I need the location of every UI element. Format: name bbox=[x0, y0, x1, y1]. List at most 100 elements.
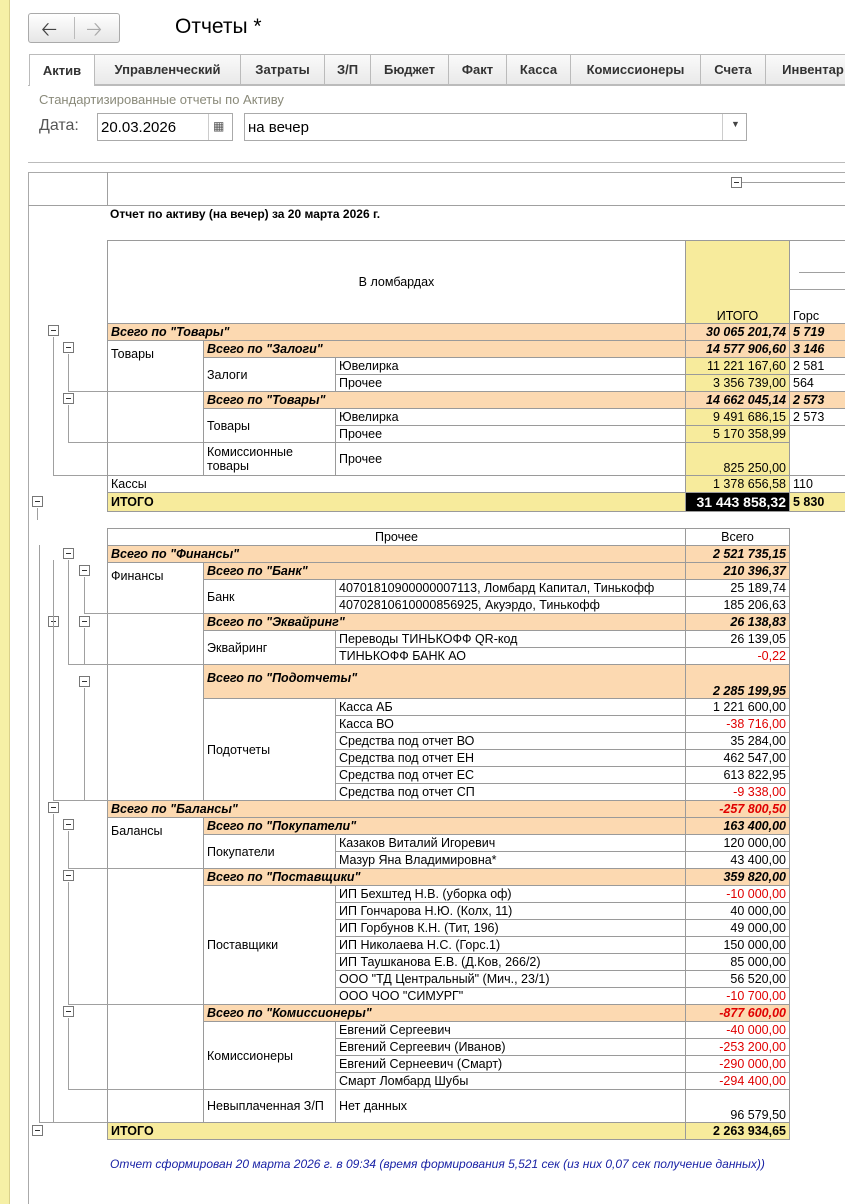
tab[interactable]: Управленческий bbox=[94, 54, 241, 85]
period-select[interactable]: на вечер ▼ bbox=[244, 113, 747, 141]
value-cell: -40 000,00 bbox=[685, 1021, 790, 1039]
collapse-button[interactable] bbox=[731, 177, 742, 188]
value-cell: 120 000,00 bbox=[685, 834, 790, 852]
tab[interactable]: Бюджет bbox=[370, 54, 449, 85]
label-cell: Эквайринг bbox=[203, 630, 336, 665]
side-strip bbox=[0, 0, 10, 1204]
tree-line bbox=[68, 560, 69, 664]
label-cell: Средства под отчет ЕН bbox=[335, 749, 686, 767]
value-cell: 2 581 bbox=[789, 357, 845, 375]
tree-line bbox=[68, 405, 69, 442]
value-cell: 2 573 bbox=[789, 408, 845, 426]
nav-buttons[interactable]: 🡠 🡢 bbox=[28, 13, 120, 43]
value-cell: 185 206,63 bbox=[685, 596, 790, 614]
label-cell: Всего по "Залоги" bbox=[203, 340, 686, 358]
collapse-button[interactable] bbox=[32, 496, 43, 507]
report-title: Отчет по активу (на вечер) за 20 марта 2… bbox=[110, 207, 381, 221]
forward-button[interactable]: 🡢 bbox=[86, 19, 103, 41]
value-cell: 26 139,05 bbox=[685, 630, 790, 648]
collapse-button[interactable] bbox=[63, 819, 74, 830]
collapse-button[interactable] bbox=[63, 870, 74, 881]
label-cell: Всего по "Банк" bbox=[203, 562, 686, 580]
value-cell: 30 065 201,74 bbox=[685, 323, 790, 341]
calendar-icon[interactable]: ▦ bbox=[213, 119, 225, 133]
label-cell: Кассы bbox=[107, 475, 686, 493]
value-cell: -253 200,00 bbox=[685, 1038, 790, 1056]
label-cell: Всего по "Товары" bbox=[107, 323, 686, 341]
value-cell: 825 250,00 bbox=[685, 442, 790, 476]
value-cell: -290 000,00 bbox=[685, 1055, 790, 1073]
tab[interactable]: Затраты bbox=[240, 54, 325, 85]
tree-line bbox=[68, 442, 203, 443]
label-cell: Всего по "Балансы" bbox=[107, 800, 686, 818]
collapse-button[interactable] bbox=[63, 393, 74, 404]
collapse-button[interactable] bbox=[79, 565, 90, 576]
collapse-button[interactable] bbox=[63, 1006, 74, 1017]
label-cell: Товары bbox=[203, 408, 336, 443]
label-cell: Невыплаченная З/П bbox=[203, 1089, 336, 1123]
tab[interactable]: Факт bbox=[448, 54, 507, 85]
label-cell: Поставщики bbox=[203, 885, 336, 1005]
divider bbox=[208, 114, 209, 140]
tree-line bbox=[53, 814, 54, 1122]
frame-line bbox=[742, 182, 845, 183]
tree-line bbox=[53, 560, 54, 800]
value-cell: -294 400,00 bbox=[685, 1072, 790, 1090]
value-cell: -0,22 bbox=[685, 647, 790, 665]
value-cell: -10 700,00 bbox=[685, 987, 790, 1005]
tab[interactable]: Инвентар bbox=[765, 54, 845, 85]
value-cell: 110 bbox=[789, 475, 845, 493]
tree-line bbox=[68, 354, 69, 391]
dropdown-arrow[interactable]: ▼ bbox=[731, 119, 740, 129]
label-cell: Переводы ТИНЬКОФФ QR-код bbox=[335, 630, 686, 648]
tree-line bbox=[37, 508, 38, 520]
tab[interactable]: Комиссионеры bbox=[570, 54, 701, 85]
collapse-button[interactable] bbox=[32, 1125, 43, 1136]
label-cell: Всего по "Подотчеты" bbox=[203, 664, 686, 699]
label-cell: ИП Бехштед Н.В. (уборка оф) bbox=[335, 885, 686, 903]
header-line bbox=[789, 289, 845, 290]
value-cell: 2 521 735,15 bbox=[685, 545, 790, 563]
tree-line bbox=[68, 882, 69, 1004]
collapse-button[interactable] bbox=[48, 325, 59, 336]
label-cell: Ювелирка bbox=[335, 357, 686, 375]
tree-line bbox=[68, 1018, 69, 1089]
value-cell: 56 520,00 bbox=[685, 970, 790, 988]
tree-line bbox=[84, 613, 203, 614]
header-cell: Горс bbox=[789, 240, 845, 324]
tree-line bbox=[68, 1089, 203, 1090]
label-cell: ИП Горбунов К.Н. (Тит, 196) bbox=[335, 919, 686, 937]
label-cell: Всего по "Финансы" bbox=[107, 545, 686, 563]
value-cell: 1 378 656,58 bbox=[685, 475, 790, 493]
tree-line bbox=[53, 337, 54, 475]
collapse-button[interactable] bbox=[79, 616, 90, 627]
collapse-button[interactable] bbox=[63, 548, 74, 559]
header-cell: Всего bbox=[685, 528, 790, 546]
value-cell: 96 579,50 bbox=[685, 1089, 790, 1123]
tab[interactable]: Актив bbox=[29, 54, 95, 86]
tree-line bbox=[53, 1122, 107, 1123]
tab[interactable]: З/П bbox=[324, 54, 371, 85]
value-cell: 163 400,00 bbox=[685, 817, 790, 835]
collapse-button[interactable] bbox=[48, 802, 59, 813]
label-cell: Залоги bbox=[203, 357, 336, 392]
collapse-button[interactable] bbox=[79, 676, 90, 687]
date-value: 20.03.2026 bbox=[101, 119, 177, 136]
label-cell: ИТОГО bbox=[107, 492, 686, 512]
collapse-button[interactable] bbox=[63, 342, 74, 353]
label-cell: Товары bbox=[107, 340, 204, 476]
tab[interactable]: Касса bbox=[506, 54, 571, 85]
label-cell: Прочее bbox=[335, 425, 686, 443]
label-cell: Подотчеты bbox=[203, 698, 336, 801]
back-button[interactable]: 🡠 bbox=[41, 19, 58, 41]
value-cell: -38 716,00 bbox=[685, 715, 790, 733]
tree-line bbox=[68, 831, 69, 868]
label-cell: ИП Таушканова Е.В. (Д.Ков, 266/2) bbox=[335, 953, 686, 971]
value-cell: 49 000,00 bbox=[685, 919, 790, 937]
label-cell: ИТОГО bbox=[107, 1122, 686, 1140]
header-cell: ИТОГО bbox=[685, 240, 790, 324]
header-cell: В ломбардах bbox=[107, 240, 686, 324]
date-input[interactable]: 20.03.2026 ▦ bbox=[97, 113, 233, 141]
form-panel bbox=[28, 85, 845, 163]
tab[interactable]: Счета bbox=[700, 54, 766, 85]
